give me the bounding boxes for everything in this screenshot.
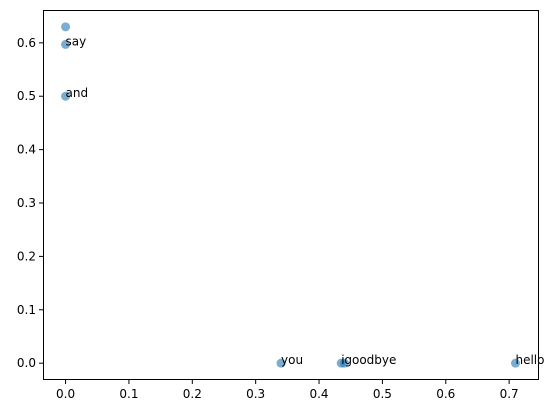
- y-tick-label: 0.1: [17, 303, 36, 317]
- y-tick-label: 0.5: [17, 89, 36, 103]
- x-axis: 0.0 0.1 0.2 0.3 0.4 0.5 0.6 0.7: [56, 380, 519, 401]
- point-label: you: [281, 353, 303, 367]
- y-tick-label: 0.4: [17, 143, 36, 157]
- point-label: hello: [515, 353, 544, 367]
- x-tick-label: 0.1: [119, 387, 138, 401]
- y-tick-label: 0.3: [17, 196, 36, 210]
- x-tick-label: 0.3: [246, 387, 265, 401]
- y-axis: 0.0 0.1 0.2 0.3 0.4 0.5 0.6: [17, 36, 43, 370]
- y-tick-label: 0.0: [17, 356, 36, 370]
- point-label: say: [66, 34, 87, 48]
- plot-frame: [43, 10, 539, 380]
- point-label: i: [341, 353, 344, 367]
- point-labels-layer: say and you i goodbye hello: [66, 34, 545, 367]
- scatter-point: [510, 358, 520, 368]
- points-layer: [61, 22, 520, 368]
- x-tick-label: 0.4: [309, 387, 328, 401]
- y-tick-label: 0.2: [17, 249, 36, 263]
- point-label: goodbye: [344, 353, 396, 367]
- point-label: and: [66, 86, 89, 100]
- scatter-point: [276, 358, 286, 368]
- x-tick-label: 0.6: [436, 387, 455, 401]
- x-tick-label: 0.7: [500, 387, 519, 401]
- y-tick-label: 0.6: [17, 36, 36, 50]
- x-tick-label: 0.2: [183, 387, 202, 401]
- x-tick-label: 0.0: [56, 387, 75, 401]
- scatter-point: [61, 91, 71, 101]
- scatter-point: [61, 22, 71, 32]
- x-tick-label: 0.5: [373, 387, 392, 401]
- scatter-point: [61, 39, 71, 49]
- scatter-point: [339, 358, 349, 368]
